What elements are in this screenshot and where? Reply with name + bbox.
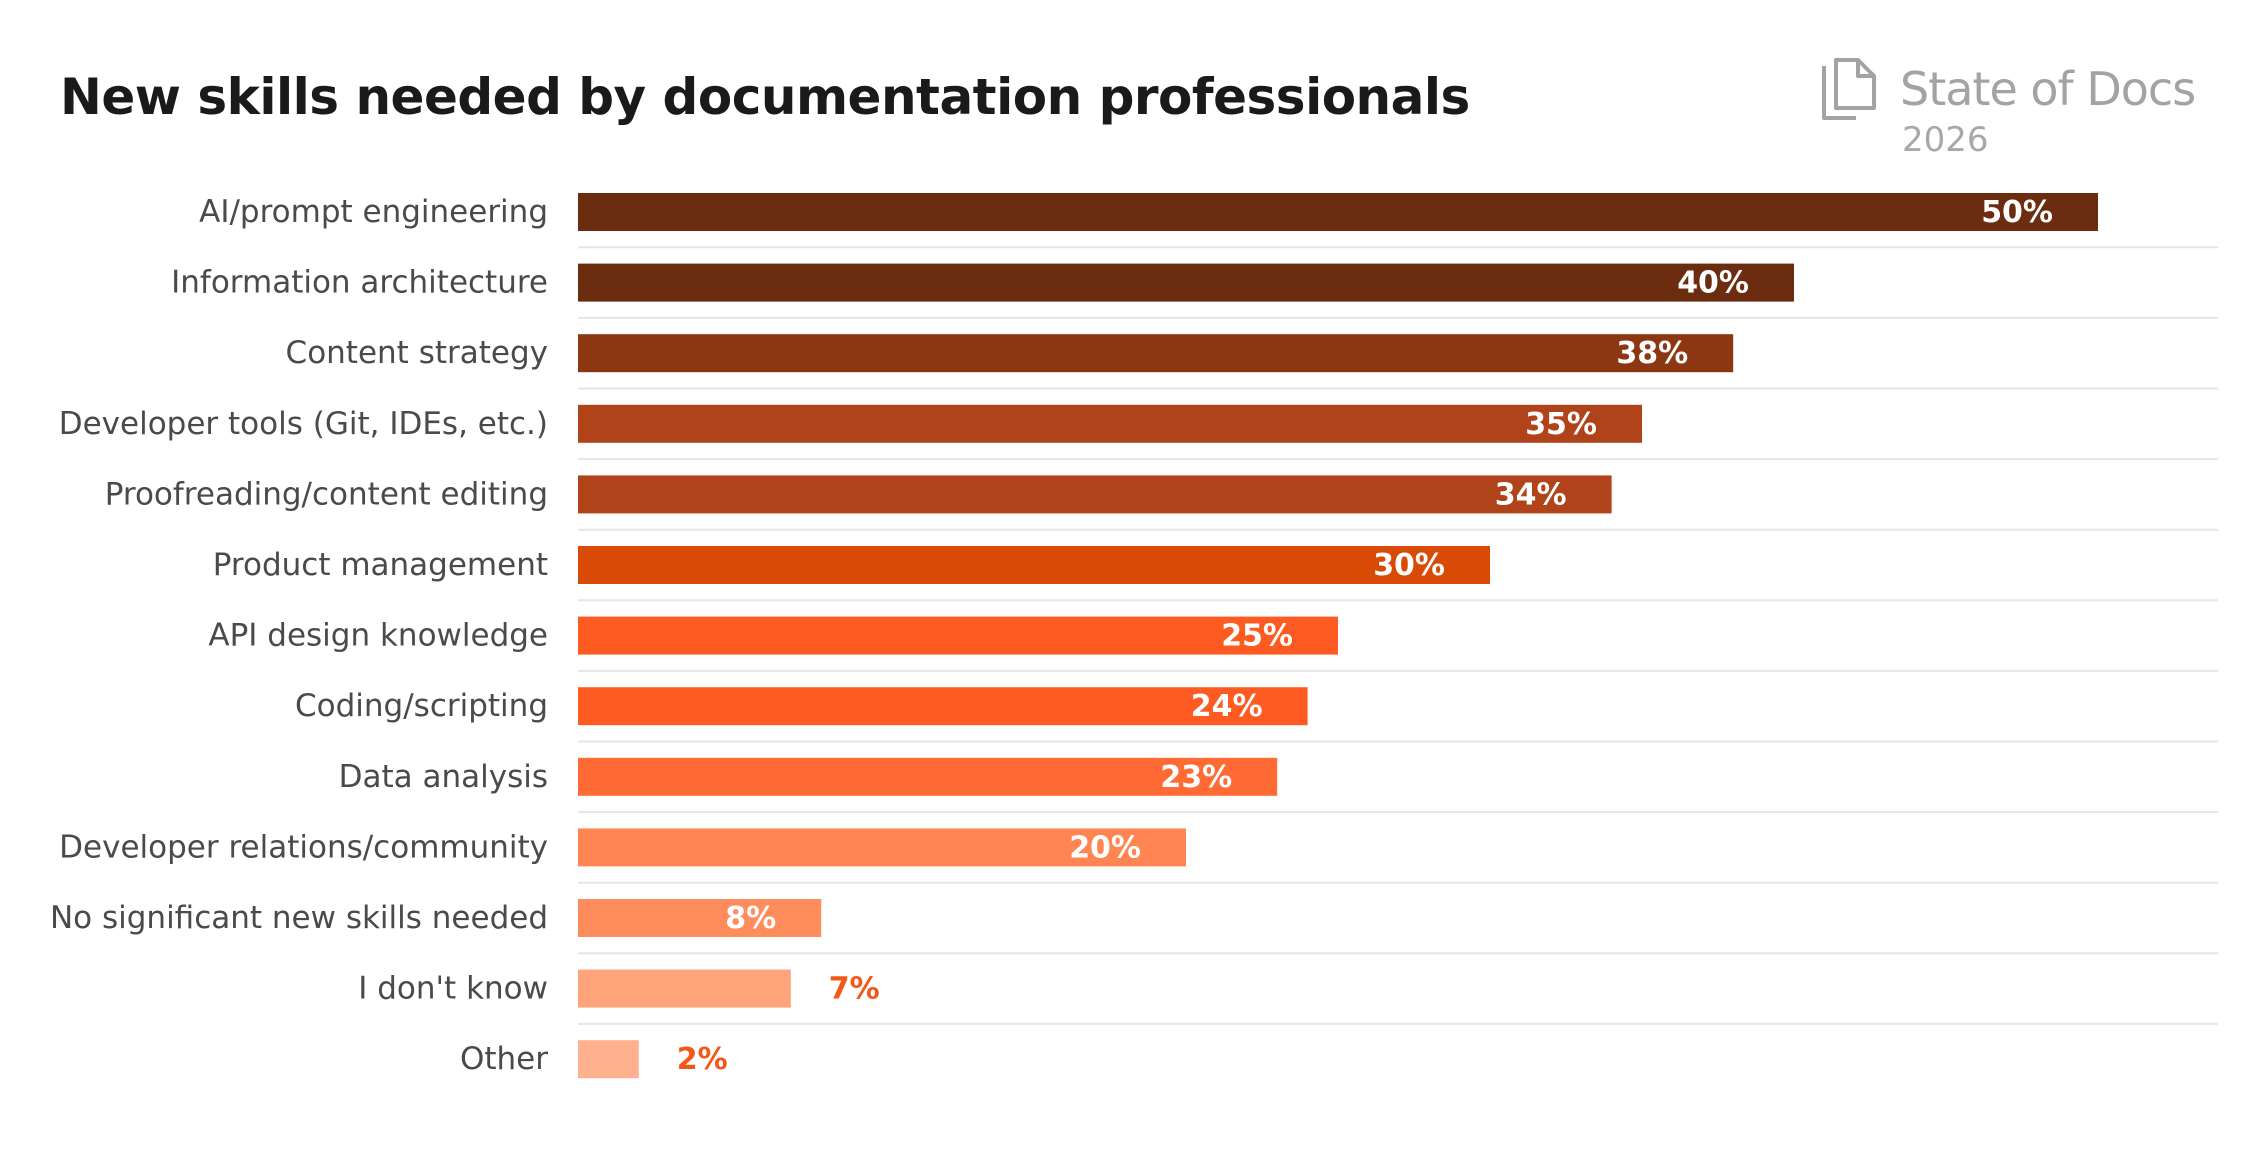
bar [578, 334, 1734, 373]
category-label: No significant new skills needed [50, 900, 548, 936]
category-label: Developer relations/community [59, 829, 548, 865]
bar [578, 828, 1186, 867]
bar [578, 546, 1490, 584]
bar [578, 687, 1308, 726]
value-label: 7% [829, 972, 880, 1007]
value-label: 25% [1221, 619, 1293, 654]
category-label: Developer tools (Git, IDEs, etc.) [59, 406, 548, 442]
value-label: 24% [1191, 689, 1263, 724]
category-label: API design knowledge [208, 618, 548, 654]
category-label: Coding/scripting [295, 688, 548, 724]
category-label: Data analysis [339, 759, 548, 795]
bar [578, 899, 822, 937]
bar [578, 475, 1612, 514]
value-label: 23% [1160, 760, 1232, 795]
value-label: 20% [1069, 830, 1141, 865]
category-label: I don't know [358, 971, 548, 1007]
chart-title: New skills needed by documentation profe… [60, 68, 1470, 126]
bar [578, 193, 2098, 231]
value-label: 34% [1495, 477, 1567, 512]
bar [578, 616, 1338, 655]
value-label: 30% [1373, 548, 1445, 583]
value-label: 38% [1616, 336, 1688, 371]
value-label: 40% [1677, 266, 1749, 301]
bar [578, 757, 1278, 796]
category-label: Proofreading/content editing [105, 476, 548, 512]
value-label: 2% [677, 1042, 728, 1077]
bar [578, 969, 791, 1008]
category-label: AI/prompt engineering [199, 194, 548, 230]
stacked-documents-icon [1822, 58, 1876, 120]
brand-year: 2026 [1902, 120, 1989, 160]
value-label: 8% [725, 901, 776, 936]
category-label: Content strategy [286, 335, 548, 371]
bar [578, 263, 1794, 302]
category-label: Information architecture [171, 265, 548, 301]
value-label: 35% [1525, 407, 1597, 442]
bar [578, 404, 1642, 443]
bar [578, 1040, 639, 1079]
category-label: Other [460, 1041, 548, 1077]
category-label: Product management [213, 547, 548, 583]
value-label: 50% [1981, 195, 2053, 230]
brand-name: State of Docs [1900, 62, 2196, 116]
brand-logo: State of Docs 2026 [1820, 58, 2220, 168]
